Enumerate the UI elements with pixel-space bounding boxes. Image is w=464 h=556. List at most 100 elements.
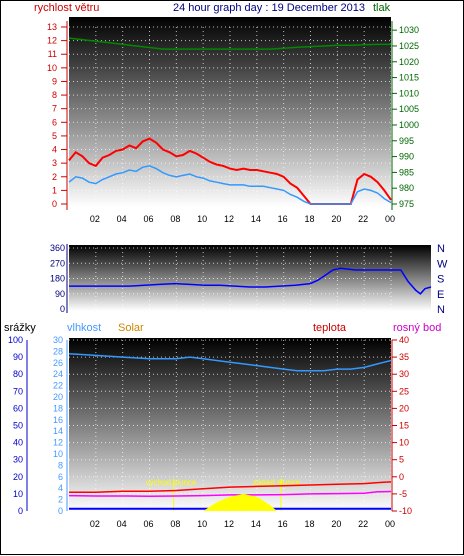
x-tick-label: 00	[385, 214, 395, 224]
x-tick-label: 06	[144, 519, 154, 529]
pressure-tick-label: 990	[399, 152, 414, 162]
humidity-tick-label: 30	[13, 455, 23, 465]
temperature-tick-label: 20	[399, 403, 409, 413]
temperature-tick-label: -10	[399, 506, 412, 516]
x-tick-label: 12	[224, 519, 234, 529]
x-tick-label: 18	[305, 214, 315, 224]
rain-tick-label: 14	[53, 426, 63, 436]
x-tick-label: 06	[144, 214, 154, 224]
x-tick-label: 12	[224, 214, 234, 224]
dewpoint-axis-title: rosný bod	[393, 322, 441, 334]
solar-axis-title: Solar	[118, 322, 144, 334]
rain-tick-label: 22	[53, 381, 63, 391]
wind-tick-label: 3	[52, 158, 57, 168]
temperature-tick-label: 10	[399, 438, 409, 448]
humidity-tick-label: 60	[13, 403, 23, 413]
x-tick-label: 10	[197, 519, 207, 529]
direction-tick-label: 360	[50, 243, 65, 253]
temperature-tick-label: -5	[399, 489, 407, 499]
x-tick-label: 16	[278, 519, 288, 529]
temperature-tick-label: 25	[399, 386, 409, 396]
rain-tick-label: 0	[58, 506, 63, 516]
x-tick-label: 16	[278, 214, 288, 224]
temperature-axis-title: teplota	[313, 322, 347, 334]
pressure-tick-label: 1010	[399, 88, 419, 98]
pressure-tick-label: 985	[399, 167, 414, 177]
rain-axis-title: srážky	[4, 322, 36, 334]
rain-tick-label: 10	[53, 449, 63, 459]
temperature-tick-label: 5	[399, 455, 404, 465]
chart-layer: 0123456789101112139759809859909951000100…	[8, 21, 448, 529]
wind-tick-label: 0	[52, 199, 57, 209]
pressure-tick-label: 980	[399, 183, 414, 193]
x-tick-label: 08	[170, 214, 180, 224]
wind-tick-label: 11	[48, 49, 57, 59]
rain-tick-label: 28	[53, 346, 63, 356]
pressure-axis-title: tlak	[373, 2, 391, 14]
direction-tick-label: 90	[55, 289, 65, 299]
wind-tick-label: 6	[52, 117, 57, 127]
pressure-series	[68, 37, 391, 50]
x-tick-label: 08	[170, 519, 180, 529]
solar-series	[203, 493, 277, 511]
temperature-tick-label: 15	[399, 421, 409, 431]
pressure-tick-label: 1030	[399, 25, 419, 35]
x-tick-label: 20	[331, 519, 341, 529]
compass-tick-label: W	[437, 258, 448, 270]
rain-tick-label: 4	[58, 483, 63, 493]
pressure-tick-label: 1005	[399, 104, 419, 114]
compass-tick-label: N	[437, 304, 445, 316]
compass-tick-label: N	[437, 243, 445, 255]
x-tick-label: 04	[117, 519, 127, 529]
rain-tick-label: 8	[58, 460, 63, 470]
humidity-tick-label: 90	[13, 352, 23, 362]
rain-tick-label: 20	[53, 392, 63, 402]
temperature-tick-label: 30	[399, 369, 409, 379]
temperature-tick-label: 40	[399, 335, 409, 345]
humidity-tick-label: 0	[18, 506, 23, 516]
x-tick-label: 22	[358, 214, 368, 224]
x-tick-label: 04	[117, 214, 127, 224]
pressure-tick-label: 1015	[399, 73, 419, 83]
x-tick-label: 02	[90, 214, 100, 224]
compass-tick-label: S	[437, 274, 444, 286]
wind-tick-label: 1	[52, 185, 57, 195]
wind-direction-series	[69, 267, 432, 295]
wind-tick-label: 13	[47, 22, 57, 32]
direction-tick-label: 270	[50, 258, 65, 268]
compass-tick-label: E	[437, 289, 444, 301]
humidity-tick-label: 70	[13, 386, 23, 396]
x-tick-label: 20	[331, 214, 341, 224]
rain-tick-label: 2	[58, 495, 63, 505]
pressure-tick-label: 1025	[399, 41, 419, 51]
sun-event-label: východ slunce	[146, 478, 197, 487]
x-tick-label: 14	[251, 519, 261, 529]
x-tick-label: 14	[251, 214, 261, 224]
pressure-tick-label: 975	[399, 199, 414, 209]
wind-average-series	[68, 165, 392, 205]
wind-tick-label: 4	[52, 145, 57, 155]
graph-title: 24 hour graph day : 19 December 2013	[173, 2, 365, 14]
humidity-tick-label: 80	[13, 369, 23, 379]
rain-tick-label: 24	[53, 369, 63, 379]
rain-tick-label: 16	[53, 415, 63, 425]
humidity-tick-label: 10	[13, 489, 23, 499]
x-tick-label: 22	[358, 519, 368, 529]
x-tick-label: 10	[197, 214, 207, 224]
pressure-tick-label: 1000	[399, 120, 419, 130]
wind-tick-label: 12	[47, 36, 57, 46]
wind-speed-axis-title: rychlost větru	[34, 2, 99, 14]
wind-tick-label: 5	[52, 131, 57, 141]
temperature-tick-label: 0	[399, 472, 404, 482]
direction-tick-label: 0	[60, 304, 65, 314]
rain-tick-label: 12	[53, 438, 63, 448]
pressure-tick-label: 995	[399, 136, 414, 146]
rain-tick-label: 18	[53, 403, 63, 413]
humidity-axis-title: vlhkost	[67, 322, 101, 334]
temperature-series	[69, 481, 392, 493]
humidity-tick-label: 100	[8, 335, 23, 345]
wind-tick-label: 7	[52, 104, 57, 114]
wind-tick-label: 8	[52, 90, 57, 100]
